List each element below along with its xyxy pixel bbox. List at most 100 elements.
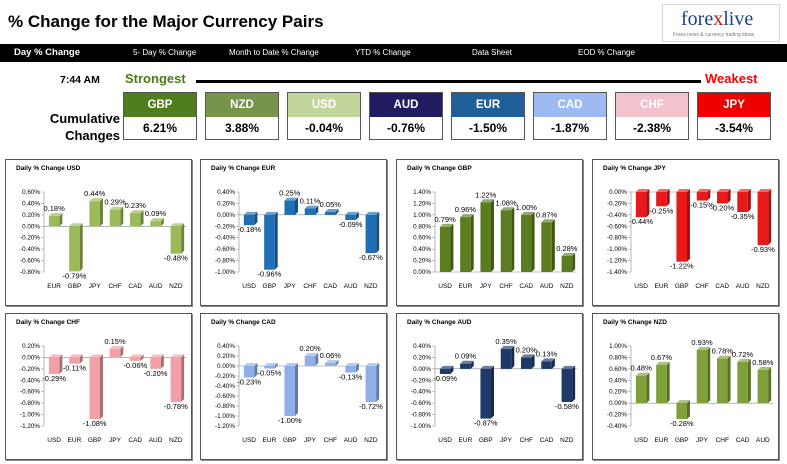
y-tick-label: -0.20% xyxy=(20,235,40,242)
bar-top xyxy=(365,211,380,215)
category-label: CAD xyxy=(540,437,554,444)
logo-wordmark-x: x xyxy=(713,8,724,30)
bar xyxy=(460,360,474,369)
data-label: -0.44% xyxy=(629,217,653,226)
y-tick-label: -0.20% xyxy=(411,377,431,384)
bar-side xyxy=(511,345,515,369)
bar-side xyxy=(181,354,185,402)
data-label: -0.23% xyxy=(237,378,261,387)
bar-top xyxy=(439,223,454,227)
bar-front xyxy=(480,202,491,272)
category-label: AUD xyxy=(149,437,163,444)
data-label: -0.93% xyxy=(751,245,775,254)
chart-panel: Daily % Change CHF -1.20% -1.00% -0.80% -0.6… xyxy=(5,313,192,460)
bar-top xyxy=(365,363,380,366)
y-tick-label: 1.00% xyxy=(609,343,627,350)
tab-5-day-change[interactable]: 5- Day % Change xyxy=(133,48,197,57)
y-tick-label: 0.00% xyxy=(22,354,40,361)
y-tick-label: -0.40% xyxy=(607,423,627,430)
bar-front xyxy=(521,214,532,272)
bar-front xyxy=(676,403,687,420)
bar-front xyxy=(696,350,708,404)
bar-top xyxy=(48,213,63,216)
category-label: GBP xyxy=(283,437,297,444)
data-label: 1.08% xyxy=(495,198,517,207)
category-label: USD xyxy=(634,437,648,444)
bar xyxy=(48,354,63,374)
tab-eod-change[interactable]: EOD % Change xyxy=(578,48,635,57)
bar xyxy=(521,211,535,272)
bar-side xyxy=(686,189,690,262)
bar-side xyxy=(768,189,772,246)
bar-side xyxy=(376,211,380,254)
category-label: NZD xyxy=(756,283,770,290)
chart-title: Daily % Change CAD xyxy=(211,319,276,326)
bar xyxy=(365,211,380,254)
bar-front xyxy=(48,216,60,227)
data-label: -0.20% xyxy=(144,369,168,378)
bar-front xyxy=(48,357,60,374)
category-label: JPY xyxy=(696,437,709,444)
bar-top xyxy=(757,367,772,370)
tab-data-sheet[interactable]: Data Sheet xyxy=(472,48,513,57)
currency-box-cad: CAD -1.87% xyxy=(533,92,607,140)
bar-top xyxy=(656,189,670,192)
forexlive-logo[interactable]: forexlive Forex news & currency trading … xyxy=(662,4,780,42)
bar-side xyxy=(335,209,339,215)
category-label: NZD xyxy=(169,437,183,444)
chart-title: Daily % Change NZD xyxy=(603,319,667,326)
category-label: USD xyxy=(438,437,452,444)
y-tick-label: -0.60% xyxy=(607,223,627,230)
bar-front xyxy=(284,366,295,416)
bar-side xyxy=(59,354,63,374)
bar-side xyxy=(254,363,258,378)
bar-front xyxy=(325,363,336,366)
tab-day-change[interactable]: Day % Change xyxy=(14,47,80,58)
category-label: AUD xyxy=(344,437,358,444)
bar-front xyxy=(656,192,667,207)
bar-top xyxy=(304,353,319,356)
bar-side xyxy=(727,189,731,204)
bar xyxy=(757,367,772,404)
data-label: -0.78% xyxy=(164,402,188,411)
y-tick-label: -1.00% xyxy=(411,423,431,430)
y-tick-label: -1.20% xyxy=(607,258,627,265)
y-tick-label: 0.20% xyxy=(609,389,627,396)
bar-front xyxy=(561,256,573,272)
data-label: 0.15% xyxy=(104,337,126,346)
data-label: 0.96% xyxy=(455,205,477,214)
bar xyxy=(656,189,670,207)
category-label: GBP xyxy=(675,437,689,444)
currency-code: CAD xyxy=(534,93,606,117)
bar-top xyxy=(170,354,185,358)
category-label: CAD xyxy=(128,283,142,290)
bar-top xyxy=(521,354,535,358)
bar-front xyxy=(304,356,316,366)
bar xyxy=(243,363,258,378)
y-tick-label: 0.20% xyxy=(217,353,235,360)
bar-side xyxy=(450,223,454,272)
data-label: 0.87% xyxy=(536,210,558,219)
bar-top xyxy=(656,361,670,365)
category-label: NZD xyxy=(169,283,183,290)
chart-panel: Daily % Change CAD -1.20% -1.00% -0.80% -0.6… xyxy=(200,313,387,460)
data-label: 0.18% xyxy=(44,204,66,213)
title-bar: % Change for the Major Currency Pairs fo… xyxy=(0,0,787,44)
bar-side xyxy=(79,354,83,364)
chart-panel: Daily % Change JPY -1.40% -1.20% -1.00% -0.8… xyxy=(592,159,779,306)
data-label: 0.20% xyxy=(516,345,538,354)
category-label: EUR xyxy=(263,437,277,444)
bar-front xyxy=(561,368,573,402)
tab-month-to-date-change[interactable]: Month to Date % Change xyxy=(229,48,319,57)
category-label: CAD xyxy=(323,283,337,290)
tab-ytd-change[interactable]: YTD % Change xyxy=(355,48,411,57)
bar-chart: -1.00% -0.80% -0.60% -0.40% -0.20% 0.00% 0.20%… xyxy=(411,337,579,444)
bar-chart: -1.00% -0.80% -0.60% -0.40% -0.20% 0.00% 0.20%… xyxy=(215,189,383,290)
y-tick-label: 0.80% xyxy=(609,354,627,361)
bar-side xyxy=(551,219,555,272)
bar xyxy=(439,223,454,272)
data-label: -0.58% xyxy=(555,402,579,411)
y-tick-label: 0.60% xyxy=(22,189,40,196)
category-label: CAD xyxy=(715,283,729,290)
bar-chart: -1.20% -1.00% -0.80% -0.60% -0.40% -0.20% 0.00… xyxy=(215,343,383,444)
